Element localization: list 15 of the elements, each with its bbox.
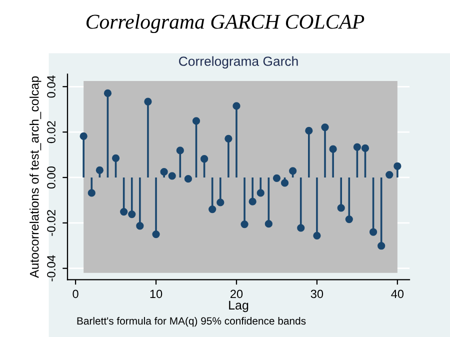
y-tick-label: 0.04 (47, 75, 56, 98)
y-tick-label: 0.00 (47, 166, 56, 189)
x-tick-label: 40 (391, 290, 404, 298)
y-tick-label: 0.02 (47, 121, 56, 144)
y-tick-label: -0.02 (47, 210, 56, 236)
x-tick-label: 30 (310, 290, 324, 298)
chart-title: Correlograma GARCH COLCAP (86, 14, 364, 34)
y-tick-label: -0.04 (47, 255, 56, 282)
y-axis-title: Autocorrelations of test_arch_colcap (30, 76, 42, 278)
x-tick-label: 10 (150, 290, 162, 298)
chart-subtitle: Correlograma Garch (179, 56, 298, 69)
x-axis-title: Lag (229, 300, 248, 312)
text: Barlett's formula for MA(q) 95% confidence bands (77, 316, 306, 327)
x-tick-label: 0 (72, 290, 78, 298)
x-tick-label: 20 (230, 290, 243, 298)
